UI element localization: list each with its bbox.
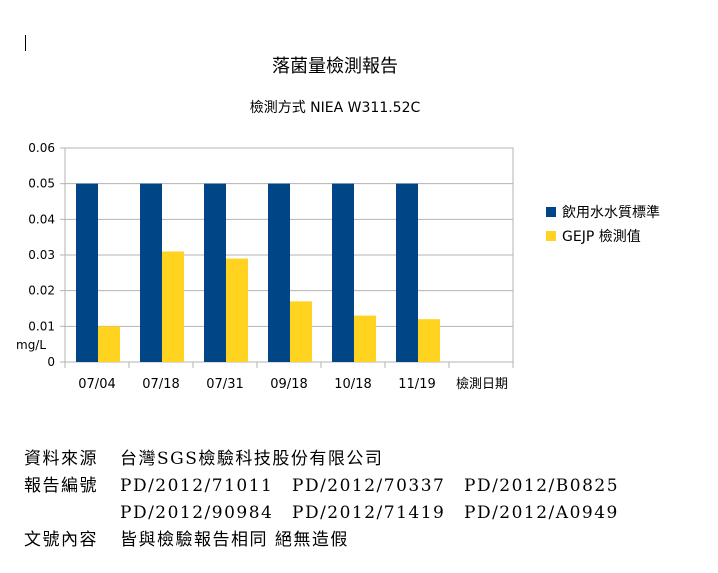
y-tick-label: 0.02: [28, 284, 55, 298]
y-tick-label: 0.05: [28, 177, 55, 191]
y-tick-label: 0.06: [28, 141, 55, 155]
y-tick-label: 0: [47, 355, 55, 369]
legend-label: GEJP 檢測值: [562, 228, 641, 245]
report-number: PD/2012/A0949: [464, 503, 619, 523]
report-number: PD/2012/70337: [292, 476, 446, 496]
report-number: PD/2012/90984: [120, 503, 274, 523]
bar-measured: [418, 319, 440, 362]
bar-standard: [268, 183, 290, 362]
legend-swatch: [546, 207, 556, 217]
legend: 飲用水水質標準 GEJP 檢測值: [546, 205, 660, 245]
bar-measured: [226, 258, 248, 362]
bar-standard: [204, 183, 226, 362]
x-tick-label: 11/19: [398, 377, 435, 392]
text-cursor: [25, 35, 26, 51]
content-label: 文號內容: [24, 530, 98, 550]
source-value: 台灣SGS檢驗科技股份有限公司: [120, 449, 384, 469]
report-number: PD/2012/B0825: [464, 476, 620, 496]
report-label: 報告編號: [24, 476, 98, 496]
y-tick-label: 0.04: [28, 212, 55, 226]
bar-chart: 落菌量檢測報告 檢測方式 NIEA W311.52C 0 0.01 0.02 0.03…: [16, 56, 660, 392]
y-axis-label: mg/L: [16, 338, 46, 352]
report-number: PD/2012/71011: [120, 476, 274, 496]
bar-measured: [354, 315, 376, 362]
source-label: 資料來源: [24, 449, 98, 469]
chart-subtitle: 檢測方式 NIEA W311.52C: [250, 99, 421, 116]
x-tick-label: 10/18: [334, 377, 371, 392]
bar-standard: [76, 183, 98, 362]
report-number: PD/2012/71419: [292, 503, 446, 523]
plot-area: 0 0.01 0.02 0.03 0.04 0.05 0.06 07/04 07/18 07/31…: [28, 141, 514, 392]
bar-standard: [396, 183, 418, 362]
x-axis-label: 檢測日期: [456, 376, 508, 392]
x-tick-label: 07/31: [206, 377, 243, 392]
x-tick-label: 07/04: [78, 377, 115, 392]
bar-measured: [162, 251, 184, 362]
x-tick-label: 07/18: [142, 377, 179, 392]
bar-standard: [140, 183, 162, 362]
y-tick-label: 0.01: [28, 319, 55, 333]
x-tick-label: 09/18: [270, 377, 307, 392]
content-value: 皆與檢驗報告相同 絕無造假: [120, 530, 349, 550]
bar-standard: [332, 183, 354, 362]
bar-measured: [98, 326, 120, 362]
chart-title: 落菌量檢測報告: [272, 56, 398, 77]
legend-label: 飲用水水質標準: [562, 205, 660, 221]
legend-swatch: [546, 231, 556, 241]
y-tick-label: 0.03: [28, 248, 55, 262]
bar-measured: [290, 301, 312, 362]
